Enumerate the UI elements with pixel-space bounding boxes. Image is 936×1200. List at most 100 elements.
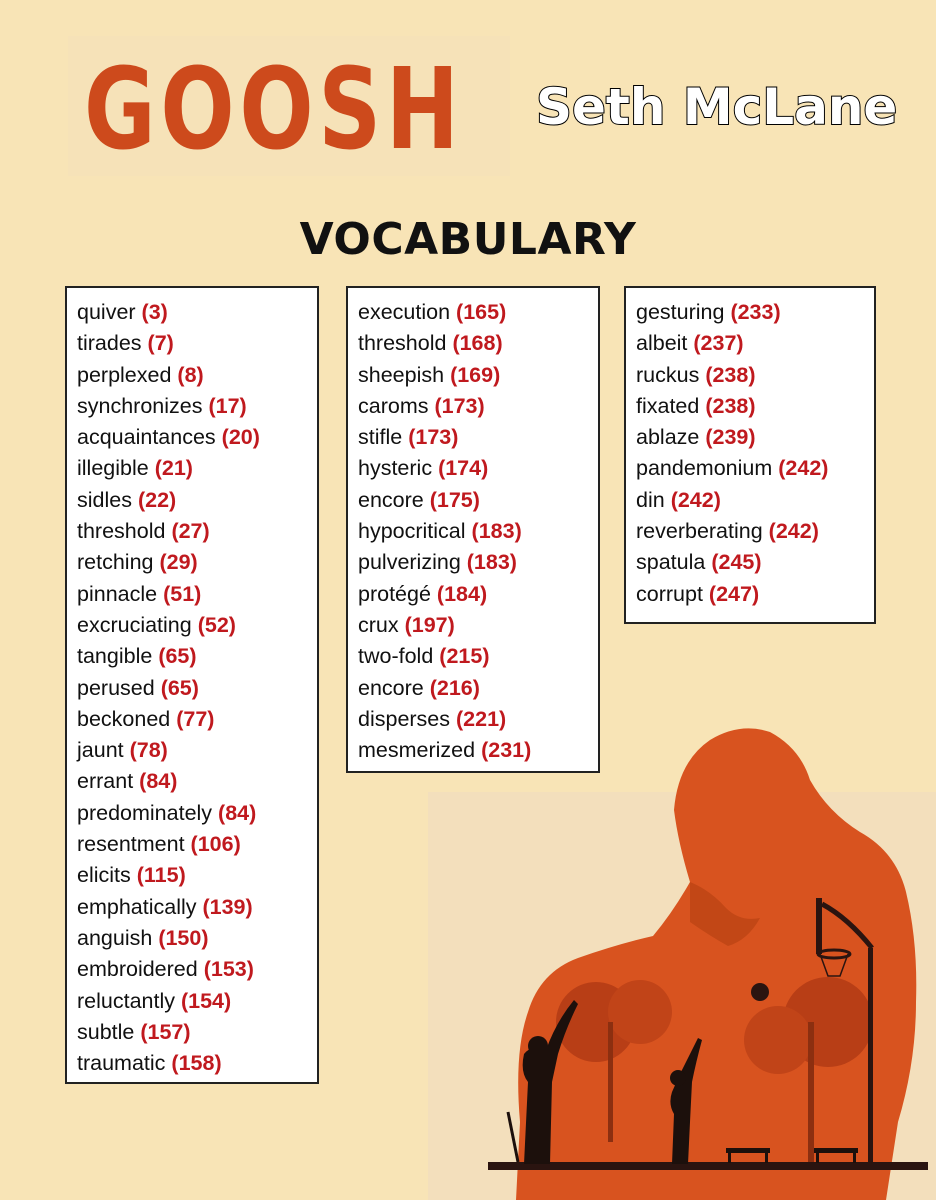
vocab-word: stifle (358, 425, 403, 450)
vocab-item: subtle (157) (77, 1017, 307, 1048)
vocab-word: tangible (77, 644, 153, 669)
page-number: (173) (408, 425, 459, 450)
vocab-word: synchronizes (77, 393, 203, 418)
vocab-item: illegible (21) (77, 453, 307, 484)
vocab-item: ruckus (238) (636, 360, 864, 391)
vocab-item: pandemonium (242) (636, 453, 864, 484)
vocab-item: sidles (22) (77, 485, 307, 516)
heading-text: VOCABULARY (299, 214, 637, 265)
vocab-item: hypocritical (183) (358, 516, 588, 547)
vocab-word: jaunt (77, 738, 124, 763)
vocab-word: execution (358, 300, 451, 324)
vocab-word: anguish (77, 925, 153, 950)
vocab-word: retching (77, 550, 154, 575)
vocabulary-heading: VOCABULARY (0, 214, 936, 265)
page-number: (8) (177, 362, 204, 387)
vocab-item: acquaintances (20) (77, 422, 307, 453)
page-number: (169) (450, 362, 501, 387)
page-number: (27) (171, 519, 210, 544)
page-number: (184) (436, 581, 488, 606)
vocab-item: threshold (168) (358, 328, 588, 359)
page-number: (165) (456, 300, 507, 324)
page-number: (245) (711, 550, 762, 575)
vocab-item: resentment (106) (77, 829, 307, 860)
vocab-item: sheepish (169) (358, 360, 588, 391)
vocab-item: encore (216) (358, 673, 588, 704)
vocab-word: ruckus (636, 362, 700, 387)
page-number: (221) (456, 706, 507, 731)
page-number: (237) (693, 331, 744, 356)
book-title-block: GOOSH (68, 36, 510, 176)
vocab-item: errant (84) (77, 766, 307, 797)
vocab-item: beckoned (77) (77, 704, 307, 735)
page-number: (65) (158, 644, 197, 669)
vocab-item: predominately (84) (77, 798, 307, 829)
vocab-word: illegible (77, 456, 149, 481)
page-number: (150) (158, 925, 209, 950)
vocab-item: synchronizes (17) (77, 391, 307, 422)
vocab-item: perplexed (8) (77, 360, 307, 391)
vocab-word: tirades (77, 331, 142, 356)
vocab-word: acquaintances (77, 425, 216, 450)
vocab-word: predominately (77, 800, 213, 825)
vocab-item: traumatic (158) (77, 1048, 307, 1079)
vocab-item: excruciating (52) (77, 610, 307, 641)
vocab-item: execution (165) (358, 297, 588, 328)
vocab-item: fixated (238) (636, 391, 864, 422)
vocab-item: tangible (65) (77, 641, 307, 672)
page-number: (115) (136, 863, 186, 888)
vocab-item: embroidered (153) (77, 954, 307, 985)
vocab-word: perplexed (77, 362, 172, 387)
vocab-word: gesturing (636, 300, 725, 324)
page-number: (242) (670, 487, 721, 512)
vocab-item: crux (197) (358, 610, 588, 641)
vocab-item: reluctantly (154) (77, 986, 307, 1017)
vocab-item: tirades (7) (77, 328, 307, 359)
vocab-word: embroidered (77, 957, 198, 982)
page-number: (77) (176, 706, 215, 731)
vocab-item: quiver (3) (77, 297, 307, 328)
vocab-word: disperses (358, 706, 451, 731)
vocab-item: retching (29) (77, 547, 307, 578)
vocab-column-3: gesturing (233) albeit (237) ruckus (238) f… (624, 286, 876, 624)
page-number: (157) (140, 1019, 191, 1044)
vocab-word: traumatic (77, 1051, 166, 1076)
vocab-list-1: quiver (3) tirades (7) perplexed (8) synchr… (77, 297, 307, 1079)
vocab-list-3: gesturing (233) albeit (237) ruckus (238) f… (636, 297, 864, 610)
page-number: (139) (202, 894, 253, 919)
vocab-item: spatula (245) (636, 547, 864, 578)
vocab-word: beckoned (77, 706, 171, 731)
page-number: (238) (705, 362, 756, 387)
vocab-item: din (242) (636, 485, 864, 516)
page-number: (29) (159, 550, 198, 575)
vocab-word: protégé (358, 581, 431, 606)
vocab-item: caroms (173) (358, 391, 588, 422)
vocab-item: stifle (173) (358, 422, 588, 453)
vocab-item: albeit (237) (636, 328, 864, 359)
vocab-word: sidles (77, 487, 132, 512)
page-number: (51) (163, 581, 202, 606)
vocab-word: mesmerized (358, 738, 476, 763)
page-number: (158) (171, 1051, 222, 1076)
vocab-list-2: execution (165) threshold (168) sheepish (… (358, 297, 588, 766)
page-number: (78) (129, 738, 168, 763)
vocab-word: reverberating (636, 519, 763, 544)
vocab-item: perused (65) (77, 673, 307, 704)
vocab-word: errant (77, 769, 134, 794)
vocab-item: jaunt (78) (77, 735, 307, 766)
vocab-item: reverberating (242) (636, 516, 864, 547)
vocab-item: gesturing (233) (636, 297, 864, 328)
vocab-word: caroms (358, 393, 429, 418)
vocab-word: crux (358, 612, 399, 637)
vocab-word: pandemonium (636, 456, 773, 481)
vocab-item: threshold (27) (77, 516, 307, 547)
page-number: (238) (705, 393, 756, 418)
vocab-word: quiver (77, 300, 136, 324)
page-number: (154) (180, 988, 232, 1013)
vocab-word: albeit (636, 331, 688, 356)
vocab-word: ablaze (636, 425, 700, 450)
page-number: (175) (429, 487, 480, 512)
vocab-word: din (636, 487, 665, 512)
page-number: (233) (730, 300, 781, 324)
vocab-word: hypocritical (358, 519, 466, 544)
